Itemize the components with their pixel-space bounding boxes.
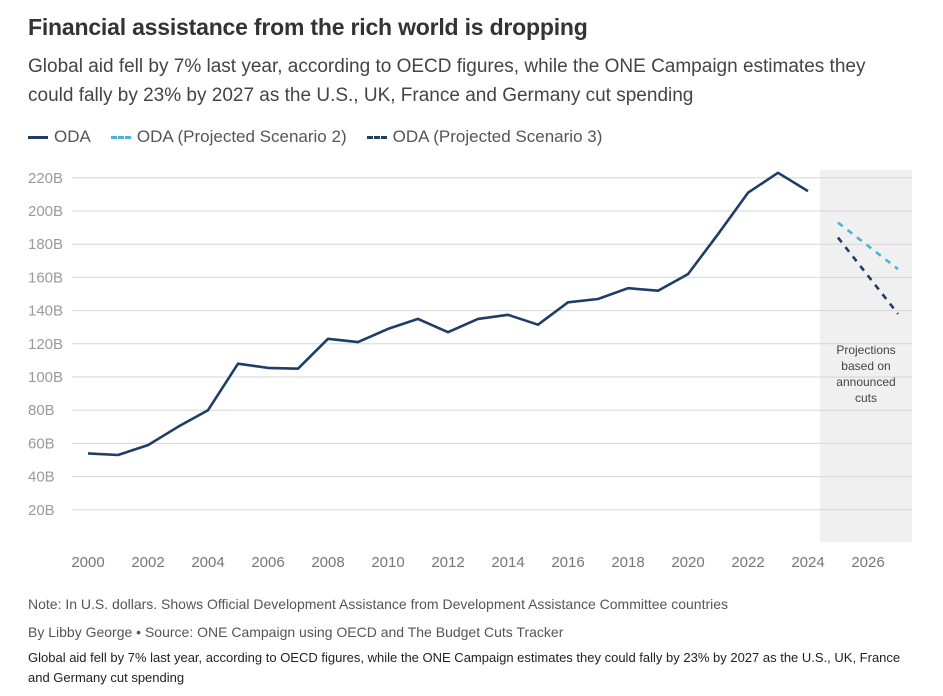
y-tick-label-220B: 220B xyxy=(28,170,63,187)
footnote: Note: In U.S. dollars. Shows Official De… xyxy=(28,596,729,612)
y-tick-label-60B: 60B xyxy=(28,435,55,452)
series-line-scenario-3 xyxy=(836,236,900,315)
projection-label-line-4: cuts xyxy=(855,391,877,405)
legend: ODA ODA (Projected Scenario 2) ODA (Proj… xyxy=(28,127,602,147)
legend-item-scenario-2: ODA (Projected Scenario 2) xyxy=(110,127,347,147)
x-tick-label-2026: 2026 xyxy=(851,554,884,571)
legend-swatch-scenario-3 xyxy=(366,135,387,139)
x-tick-label-2006: 2006 xyxy=(251,554,284,571)
series-line-oda xyxy=(87,171,809,457)
projection-label-line-1: Projections xyxy=(836,343,895,357)
x-tick-label-2016: 2016 xyxy=(551,554,584,571)
y-tick-label-20B: 20B xyxy=(28,502,55,519)
projection-label-line-3: announced xyxy=(836,375,895,389)
y-tick-label-80B: 80B xyxy=(28,402,55,419)
x-tick-label-2020: 2020 xyxy=(671,554,704,571)
legend-item-oda: ODA xyxy=(28,127,91,147)
x-tick-label-2012: 2012 xyxy=(431,554,464,571)
x-tick-label-2002: 2002 xyxy=(131,554,164,571)
y-tick-label-160B: 160B xyxy=(28,269,63,286)
byline: By Libby George • Source: ONE Campaign u… xyxy=(28,624,564,640)
series-line-scenario-2 xyxy=(837,221,899,271)
y-tick-label-200B: 200B xyxy=(28,203,63,220)
y-tick-label-100B: 100B xyxy=(28,369,63,386)
y-tick-label-40B: 40B xyxy=(28,469,55,486)
x-tick-label-2014: 2014 xyxy=(491,554,524,571)
legend-swatch-scenario-2 xyxy=(110,135,131,139)
x-tick-label-2004: 2004 xyxy=(191,554,224,571)
x-tick-label-2024: 2024 xyxy=(791,554,824,571)
line-chart: 20B 40B 60B 80B 100B 120B 140B 160B 180B 200B 220B… xyxy=(28,170,912,571)
caption: Global aid fell by 7% last year, accordi… xyxy=(28,650,901,685)
legend-label-scenario-3: ODA (Projected Scenario 3) xyxy=(392,127,603,146)
x-tick-label-2000: 2000 xyxy=(71,554,104,571)
x-tick-label-2022: 2022 xyxy=(731,554,764,571)
projection-region xyxy=(820,170,912,542)
legend-label-scenario-2: ODA (Projected Scenario 2) xyxy=(136,127,347,146)
projection-label-line-2: based on xyxy=(841,359,890,373)
legend-swatch-oda xyxy=(28,135,48,139)
x-tick-label-2010: 2010 xyxy=(371,554,404,571)
chart-title: Financial assistance from the rich world… xyxy=(28,14,588,40)
y-tick-label-180B: 180B xyxy=(28,236,63,253)
y-tick-label-120B: 120B xyxy=(28,336,63,353)
y-tick-label-140B: 140B xyxy=(28,303,63,320)
legend-item-scenario-3: ODA (Projected Scenario 3) xyxy=(366,127,603,147)
chart-subtitle: Global aid fell by 7% last year, accordi… xyxy=(28,56,866,106)
x-tick-label-2018: 2018 xyxy=(611,554,644,571)
x-tick-label-2008: 2008 xyxy=(311,554,344,571)
legend-label-oda: ODA xyxy=(54,127,91,146)
